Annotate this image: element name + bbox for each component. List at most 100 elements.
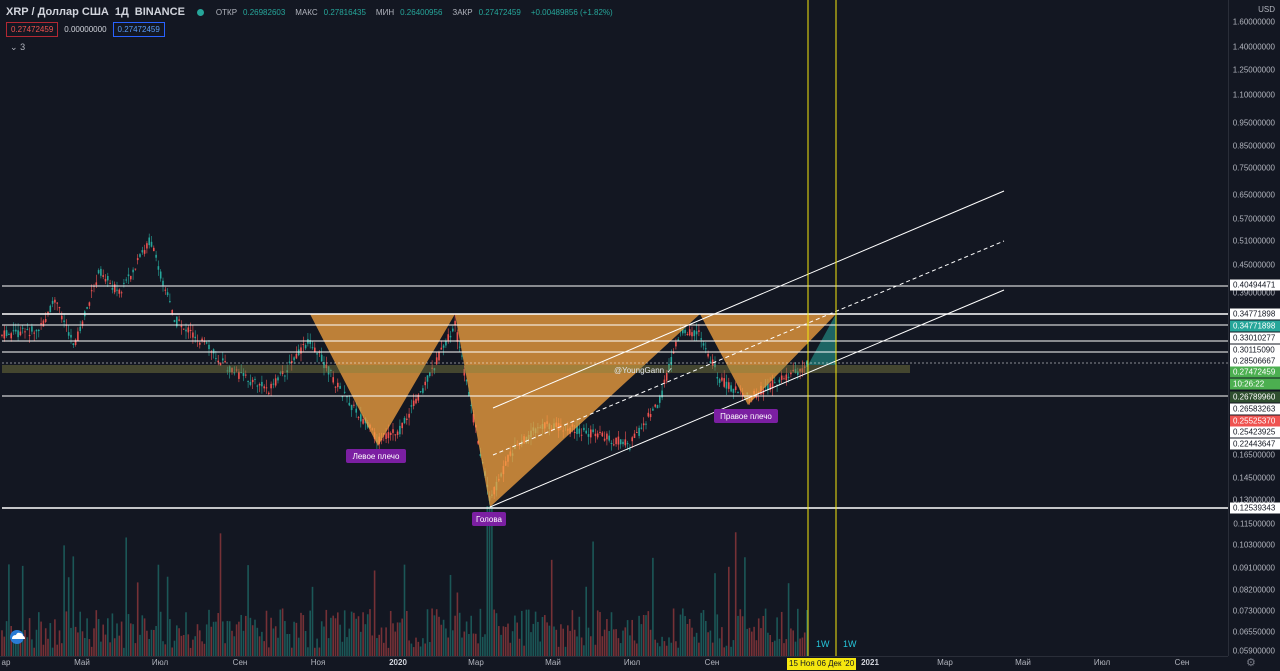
channel-middle-line[interactable]	[492, 240, 1005, 456]
price-label[interactable]: 0.28506667	[1230, 355, 1280, 367]
price-label[interactable]: 0.26789960	[1230, 391, 1280, 403]
candle-body	[8, 333, 10, 335]
head-label[interactable]: Голова	[472, 512, 506, 526]
candle-body	[72, 343, 75, 345]
candle-body	[723, 378, 725, 387]
price-label[interactable]: 0.12539343	[1230, 502, 1280, 514]
ascending-channel[interactable]	[489, 190, 1005, 508]
candle-body	[320, 354, 323, 362]
head-triangle[interactable]	[455, 314, 700, 507]
volume-bar	[10, 625, 12, 656]
exchange-label[interactable]: BINANCE	[134, 6, 185, 18]
volume-bar	[318, 647, 321, 656]
volume-bar	[649, 629, 652, 656]
candle-body	[583, 427, 585, 431]
indicator-value-1[interactable]: 0.27472459	[6, 22, 59, 37]
volume-bar	[295, 622, 298, 656]
volume-bar	[406, 610, 408, 656]
price-tick: 1.10000000	[1232, 90, 1275, 100]
volume-bar	[590, 636, 592, 656]
volume-bar	[217, 613, 219, 656]
volume-bar	[707, 632, 709, 656]
volume-bar	[70, 627, 72, 656]
candle-body	[302, 344, 305, 346]
channel-lower-line[interactable]	[489, 289, 1005, 508]
settings-gear-icon[interactable]: ⚙	[1246, 657, 1256, 669]
price-label[interactable]: 0.25525370	[1230, 415, 1280, 427]
volume-bar	[15, 633, 17, 656]
candle-body	[392, 429, 394, 433]
price-label[interactable]: 0.34771898	[1230, 308, 1280, 320]
volume-bar	[3, 636, 6, 656]
volume-bar	[118, 635, 121, 656]
candle-body	[187, 327, 190, 333]
interval-label[interactable]: 1Д	[114, 6, 129, 18]
horizontal-levels[interactable]	[2, 285, 1228, 509]
candle-body	[113, 284, 116, 293]
author-watermark: @YoungGann ✓	[614, 366, 673, 375]
volume-bar	[734, 532, 737, 656]
price-label[interactable]: 0.22443647	[1230, 438, 1280, 450]
volume-bar	[511, 631, 514, 656]
candle-body	[576, 425, 578, 435]
candle-body	[286, 370, 288, 373]
candle-body	[222, 358, 224, 361]
left-shoulder-triangle[interactable]	[310, 314, 455, 446]
tradingview-cloud-icon[interactable]	[10, 630, 25, 644]
volume-bar	[49, 623, 52, 656]
volume-bar	[753, 626, 755, 656]
price-label[interactable]: 10:26:22	[1230, 378, 1280, 390]
candle-body	[272, 383, 275, 385]
volume-bar	[665, 645, 668, 656]
price-label[interactable]: 0.30115090	[1230, 344, 1280, 356]
price-axis[interactable]: USD 1.60000000 1.40000000 1.25000000 1.1000…	[1228, 0, 1280, 656]
candle-body	[295, 353, 298, 359]
price-label[interactable]: 0.26583263	[1230, 403, 1280, 415]
volume-bar	[185, 612, 187, 656]
price-band	[2, 365, 910, 373]
symbol-name[interactable]: XRP / Доллар США	[6, 6, 109, 18]
candle-body	[675, 341, 677, 347]
volume-bar	[58, 630, 61, 656]
volume-bar	[440, 624, 443, 656]
volume-bar	[364, 624, 367, 656]
head-and-shoulders-pattern[interactable]	[310, 314, 836, 507]
candle-body	[40, 323, 42, 325]
price-label[interactable]: 0.34771898	[1230, 320, 1280, 332]
candle-body	[189, 329, 192, 331]
volume-bar	[682, 608, 684, 656]
price-label[interactable]: 0.40494471	[1230, 279, 1280, 291]
price-label[interactable]: 0.25423925	[1230, 426, 1280, 438]
candle-body	[162, 280, 164, 286]
volume-bar	[716, 614, 719, 656]
candle-body	[394, 434, 397, 436]
candle-body	[792, 369, 794, 372]
price-label[interactable]: 0.33010277	[1230, 332, 1280, 344]
candle-body	[74, 339, 77, 345]
volume-bar	[553, 626, 555, 656]
collapse-indicators-button[interactable]: ⌄ 3	[10, 42, 25, 53]
volume-bar	[132, 624, 134, 656]
time-axis[interactable]: ар Май Июл Сен Ноя 2020 Мар Май Июл Сен 2021 Мар Май…	[0, 656, 1228, 671]
volume-bar	[201, 641, 203, 656]
left-shoulder-label[interactable]: Левое плечо	[346, 449, 406, 463]
time-tick: Июл	[1093, 658, 1111, 667]
candle-body	[31, 326, 33, 332]
candle-body	[350, 404, 353, 411]
indicator-value-3[interactable]: 0.27472459	[112, 22, 165, 37]
volume-bar	[583, 645, 585, 656]
candle-body	[205, 342, 208, 344]
right-shoulder-label[interactable]: Правое плечо	[714, 409, 778, 423]
low-value: 0.26400956	[400, 7, 443, 17]
chart-pane[interactable]: 1W 1W @YoungGann ✓ Левое плечо Голова Пр…	[0, 0, 1228, 656]
volume-bar	[613, 629, 615, 656]
price-label[interactable]: 0.27472459	[1230, 366, 1280, 378]
channel-upper-line[interactable]	[492, 190, 1005, 409]
right-shoulder-triangle[interactable]	[700, 314, 836, 405]
candle-body	[442, 345, 445, 348]
candle-body	[799, 368, 801, 372]
price-tick: 0.09100000	[1232, 563, 1275, 573]
candle-body	[578, 428, 581, 434]
candle-body	[327, 366, 330, 375]
candle-body	[164, 289, 167, 291]
